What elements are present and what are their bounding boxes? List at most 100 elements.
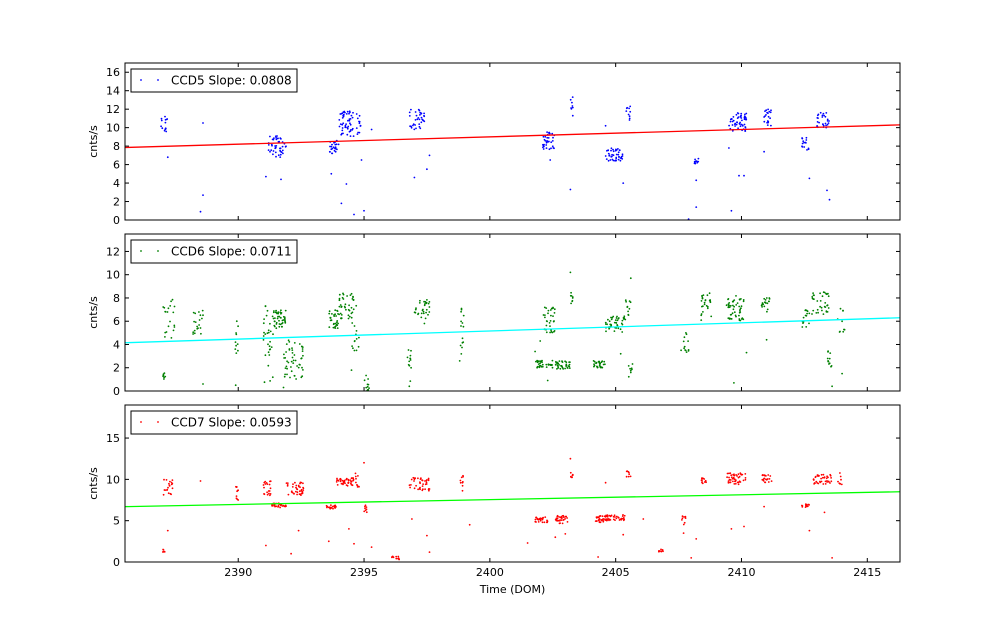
data-point — [542, 135, 545, 138]
data-point — [808, 312, 811, 315]
data-point — [198, 324, 201, 326]
data-point — [681, 519, 683, 521]
data-point — [766, 308, 769, 311]
data-point — [822, 291, 825, 294]
data-point — [355, 338, 358, 340]
data-point — [805, 139, 808, 141]
data-point — [817, 475, 819, 477]
data-point — [346, 295, 348, 297]
data-point — [556, 364, 559, 367]
data-point — [745, 117, 747, 119]
data-point — [265, 544, 267, 547]
data-point — [629, 367, 631, 370]
data-point — [340, 202, 343, 205]
data-point — [803, 141, 805, 144]
data-point — [270, 149, 273, 152]
data-point — [571, 96, 574, 98]
data-point — [808, 177, 811, 180]
data-point — [684, 349, 686, 351]
data-point — [763, 301, 766, 304]
data-point — [598, 360, 601, 363]
data-point — [560, 519, 563, 521]
data-point — [541, 363, 544, 366]
data-point — [743, 118, 746, 121]
data-point — [348, 304, 350, 307]
data-point — [551, 359, 554, 362]
plot-area — [125, 457, 900, 561]
data-point — [365, 511, 368, 514]
y-tick-label: 15 — [106, 432, 120, 445]
data-point — [607, 149, 610, 152]
data-point — [160, 117, 163, 120]
data-point — [612, 148, 614, 151]
data-point — [342, 293, 345, 296]
data-point — [660, 550, 663, 553]
data-point — [545, 141, 548, 144]
data-point — [348, 112, 350, 115]
data-point — [682, 523, 685, 526]
data-point — [619, 159, 622, 162]
data-point — [288, 349, 291, 351]
data-point — [341, 129, 344, 132]
data-point — [263, 318, 265, 320]
data-point — [742, 299, 745, 301]
data-point — [546, 131, 548, 134]
data-point — [285, 505, 287, 507]
data-point — [408, 111, 411, 114]
data-point — [622, 514, 624, 516]
data-point — [549, 309, 552, 311]
data-point — [620, 155, 623, 158]
data-point — [347, 314, 350, 317]
data-point — [428, 306, 431, 308]
data-point — [701, 481, 703, 484]
data-point — [363, 209, 365, 212]
data-point — [352, 477, 355, 480]
data-point — [273, 137, 275, 140]
data-point — [568, 365, 571, 368]
data-point — [267, 490, 270, 492]
data-point — [598, 364, 601, 367]
data-point — [263, 381, 266, 384]
data-point — [824, 483, 827, 485]
fit-line — [125, 124, 900, 149]
fit-line — [125, 491, 900, 508]
data-point — [826, 118, 829, 121]
data-point — [695, 160, 697, 163]
data-point — [829, 473, 832, 476]
data-point — [626, 306, 629, 308]
data-point — [410, 108, 412, 111]
data-point — [265, 175, 267, 178]
data-point — [167, 492, 170, 495]
data-point — [302, 354, 304, 357]
legend-label: CCD7 Slope: 0.0593 — [171, 416, 292, 430]
data-point — [349, 122, 351, 125]
data-point — [171, 479, 174, 481]
data-point — [839, 475, 842, 478]
data-point — [827, 307, 830, 309]
data-point — [350, 482, 352, 485]
data-point — [761, 306, 763, 308]
data-point — [725, 304, 728, 307]
data-point — [840, 478, 842, 481]
data-point — [727, 481, 730, 484]
data-point — [539, 519, 542, 522]
data-point — [299, 364, 301, 366]
data-point — [426, 299, 428, 301]
data-point — [767, 121, 770, 124]
data-point — [417, 117, 420, 119]
data-point — [763, 120, 766, 123]
data-point — [829, 482, 831, 484]
data-point — [160, 125, 163, 128]
data-point — [277, 154, 280, 157]
data-point — [162, 493, 165, 496]
data-point — [628, 307, 631, 310]
data-point — [415, 307, 417, 310]
data-point — [266, 491, 268, 494]
data-point — [342, 122, 345, 125]
data-point — [558, 516, 560, 518]
data-point — [808, 322, 810, 325]
data-point — [349, 135, 352, 138]
data-point — [423, 115, 426, 118]
data-point — [235, 486, 238, 488]
data-point — [816, 482, 819, 484]
